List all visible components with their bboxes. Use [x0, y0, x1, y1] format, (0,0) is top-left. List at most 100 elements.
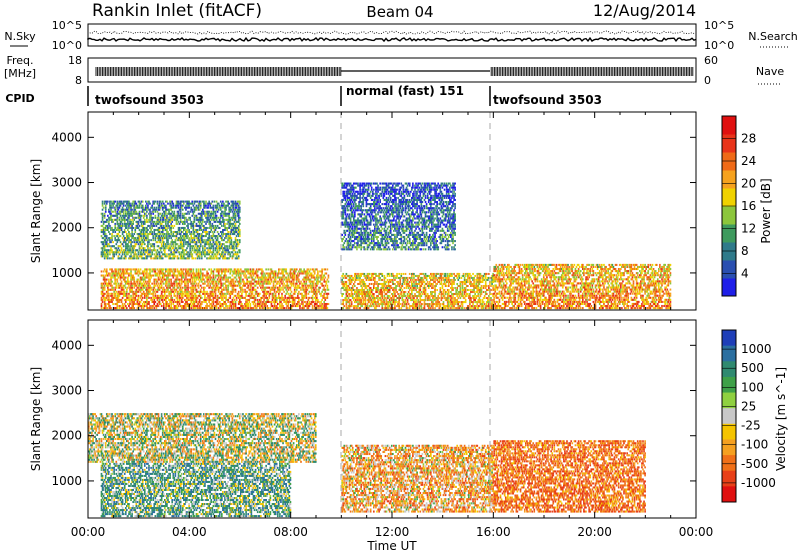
echo-cell: [225, 297, 227, 299]
echo-cell: [259, 285, 261, 287]
echo-cell: [170, 268, 172, 270]
echo-cell: [299, 283, 301, 285]
echo-cell: [185, 283, 187, 285]
echo-cell: [255, 285, 257, 287]
echo-cell: [286, 281, 288, 283]
echo-cell: [347, 287, 349, 289]
echo-cell: [267, 291, 269, 293]
echo-cell: [290, 287, 292, 289]
echo-cell: [129, 303, 131, 305]
freq-tick-top: 18: [68, 54, 82, 67]
echo-cell: [346, 303, 348, 305]
echo-cell: [347, 291, 349, 293]
noise-left-tick-bottom: 10^0: [52, 39, 82, 52]
echo-cell: [305, 281, 307, 283]
echo-cell: [267, 279, 269, 281]
freq-traces: [96, 67, 693, 76]
echo-cell: [174, 272, 176, 274]
echo-cell: [237, 285, 239, 287]
echo-cell: [221, 268, 223, 270]
echo-cell: [126, 299, 128, 301]
echo-cell: [308, 287, 310, 289]
echo-cell: [252, 293, 254, 295]
echo-cell: [257, 287, 259, 289]
echo-cell: [136, 293, 138, 295]
echo-cell: [231, 268, 233, 270]
echo-cell: [179, 281, 181, 283]
echo-cell: [255, 289, 257, 291]
echo-cell: [143, 272, 145, 274]
echo-cell: [196, 279, 198, 281]
echo-cell: [148, 283, 150, 285]
echo-cell: [302, 285, 304, 287]
echo-cell: [118, 277, 120, 279]
echo-cell: [240, 301, 242, 303]
echo-cell: [218, 272, 220, 274]
echo-cell: [190, 268, 192, 270]
echo-cell: [263, 272, 265, 274]
echo-cell: [353, 277, 355, 279]
echo-cell: [166, 291, 168, 293]
echo-cell: [275, 270, 277, 272]
echo-cell: [288, 285, 290, 287]
echo-cell: [279, 299, 281, 301]
echo-cell: [208, 268, 210, 270]
echo-cell: [112, 303, 114, 305]
echo-cell: [136, 295, 138, 297]
cpid-segment-1: twofsound 3503: [95, 93, 204, 107]
echo-cell: [294, 275, 296, 277]
echo-cell: [213, 303, 215, 305]
echo-cell: [179, 301, 181, 303]
echo-cell: [281, 279, 283, 281]
echo-cell: [127, 287, 129, 289]
echo-cell: [149, 281, 151, 283]
noise-panel: N.Sky 10^5 10^0 10^5 10^0 N.Search: [4, 19, 797, 52]
echo-cell: [150, 277, 152, 279]
echo-cell: [138, 299, 140, 301]
echo-cell: [123, 268, 125, 270]
echo-cell: [209, 285, 211, 287]
echo-cell: [290, 270, 292, 272]
echo-cell: [130, 268, 132, 270]
echo-cell: [144, 297, 146, 299]
echo-cell: [300, 268, 302, 270]
echo-cell: [231, 283, 233, 285]
echo-cell: [296, 281, 298, 283]
echo-cell: [239, 270, 241, 272]
echo-cell: [229, 303, 231, 305]
echo-cell: [242, 305, 244, 307]
echo-cell: [309, 297, 311, 299]
echo-cell: [177, 297, 179, 299]
echo-cell: [198, 287, 200, 289]
echo-cell: [313, 281, 315, 283]
echo-cell: [126, 295, 128, 297]
echo-cell: [210, 303, 212, 305]
echo-cell: [279, 291, 281, 293]
echo-cell: [133, 281, 135, 283]
echo-cell: [148, 289, 150, 291]
echo-cell: [166, 270, 168, 272]
echo-cell: [124, 291, 126, 293]
echo-cell: [199, 281, 201, 283]
echo-cell: [324, 277, 326, 279]
echo-cell: [239, 299, 241, 301]
echo-cell: [171, 289, 173, 291]
echo-cell: [194, 283, 196, 285]
echo-cell: [244, 285, 246, 287]
echo-cell: [138, 295, 140, 297]
echo-cell: [217, 299, 219, 301]
echo-cell: [209, 279, 211, 281]
echo-cell: [122, 303, 124, 305]
echo-cell: [235, 301, 237, 303]
echo-cell: [238, 268, 240, 270]
echo-cell: [125, 277, 127, 279]
echo-cell: [178, 305, 180, 307]
echo-cell: [155, 270, 157, 272]
echo-cell: [137, 272, 139, 274]
echo-cell: [270, 277, 272, 279]
echo-cell: [342, 273, 344, 275]
echo-cell: [250, 268, 252, 270]
echo-cell: [257, 270, 259, 272]
echo-cell: [144, 303, 146, 305]
echo-cell: [293, 305, 295, 307]
